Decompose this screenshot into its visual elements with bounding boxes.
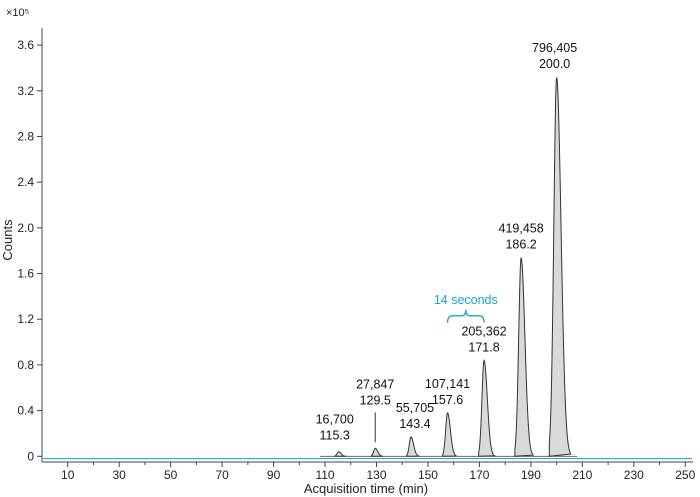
peak-4: [442, 412, 457, 457]
y-tick-label: 0.4: [17, 404, 34, 418]
peak-7: [548, 77, 572, 457]
peak-area-label: 16,700: [316, 413, 354, 427]
x-tick-label: 70: [215, 468, 229, 482]
y-tick-label: 1.6: [17, 267, 34, 281]
peak-6: [514, 257, 535, 457]
y-exponent-label: ×10⁵: [6, 7, 29, 19]
peak-area-label: 107,141: [425, 377, 470, 391]
y-tick-label: 0.8: [17, 358, 34, 372]
peak-time-label: 129.5: [360, 393, 391, 407]
x-tick-label: 10: [61, 468, 75, 482]
x-tick-label: 110: [315, 468, 334, 482]
y-tick-label: 2.4: [17, 175, 34, 189]
peak-area-label: 419,458: [499, 222, 544, 236]
peak-3: [406, 436, 420, 457]
x-tick-label: 210: [572, 468, 592, 482]
x-tick-label: 90: [267, 468, 281, 482]
peak-area-label: 796,405: [532, 41, 577, 55]
baseline-layer: [43, 455, 692, 460]
y-axis-title: Counts: [0, 219, 15, 261]
peak-5: [478, 359, 497, 457]
y-tick-label: 2.0: [17, 221, 34, 235]
peak-time-label: 186.2: [505, 238, 536, 252]
y-tick-label: 1.2: [17, 312, 34, 326]
y-tick-label: 3.6: [17, 38, 34, 52]
x-tick-label: 150: [418, 468, 438, 482]
peak-time-label: 200.0: [539, 57, 570, 71]
peak-time-label: 171.8: [468, 340, 499, 354]
x-tick-label: 30: [113, 468, 127, 482]
y-tick-label: 2.8: [17, 130, 34, 144]
annotation-layer: 14 seconds: [434, 293, 498, 323]
peak-time-label: 115.3: [320, 429, 350, 443]
peak-labels-layer: 16,700 115.3 27,847 129.5 55,705 143.4 107,141…: [316, 41, 578, 443]
x-tick-label: 50: [164, 468, 178, 482]
peak-area-label: 205,362: [461, 324, 506, 338]
annotation-brace: [446, 309, 485, 323]
x-tick-label: 130: [366, 468, 386, 482]
peak-area-label: 27,847: [356, 377, 394, 391]
axes: 0 0.4 0.8 1.2 1.6 2.0 2.4 2.8 3.2 3.6 10 30 50 70 90 11…: [17, 28, 696, 482]
peak-time-label: 157.6: [432, 393, 463, 407]
x-tick-label: 230: [624, 468, 644, 482]
peak-2: [370, 447, 384, 457]
x-tick-label: 190: [521, 468, 541, 482]
x-axis-title: Acquisition time (min): [304, 481, 428, 496]
peak-area-label: 55,705: [396, 401, 434, 415]
annotation-label: 14 seconds: [434, 293, 498, 307]
x-tick-label: 250: [675, 468, 695, 482]
y-tick-label: 0: [27, 449, 34, 463]
x-tick-label: 170: [469, 468, 489, 482]
y-tick-label: 3.2: [17, 84, 34, 98]
peak-time-label: 143.4: [399, 417, 430, 431]
peaks-layer: [334, 77, 572, 457]
peak-1: [334, 451, 347, 457]
